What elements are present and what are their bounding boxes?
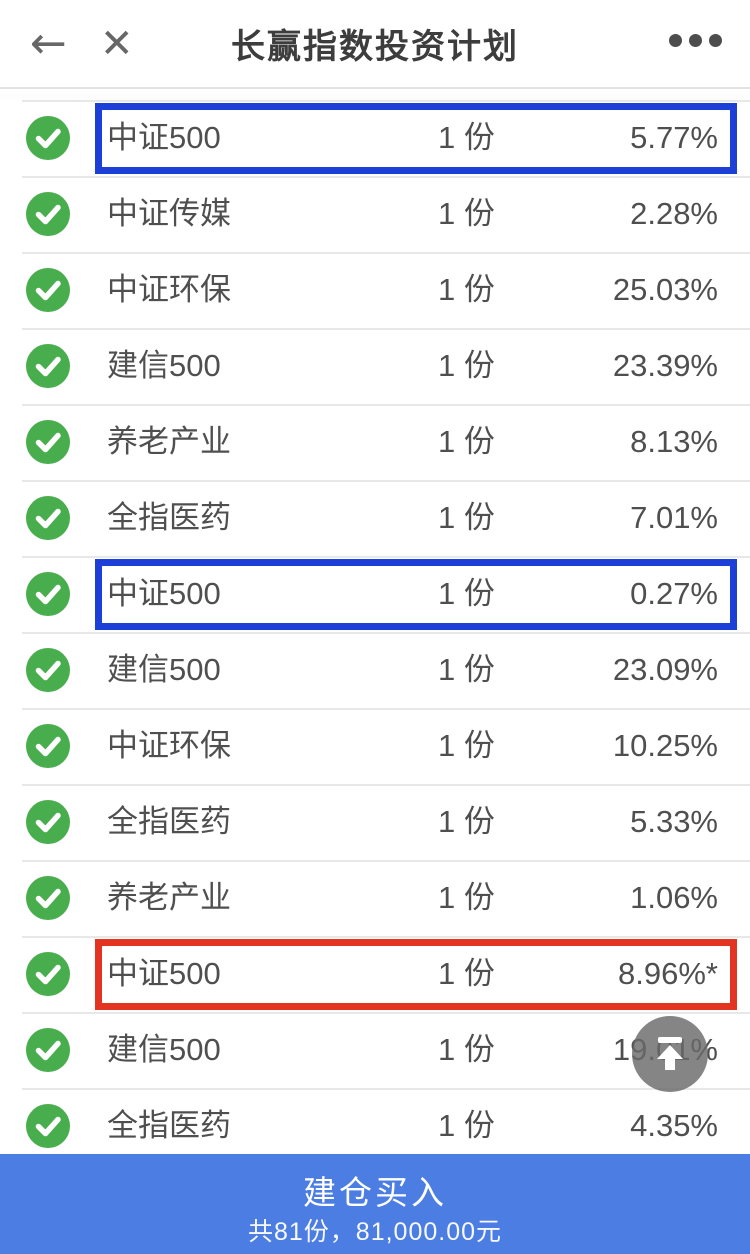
fund-name: 中证环保 [107,272,231,307]
fund-name: 中证500 [107,956,221,991]
check-circle-icon [26,800,70,844]
fund-row[interactable]: 中证环保 1 份 10.25% [0,708,750,784]
fund-percent: 5.33% [630,804,718,839]
fund-percent: 8.96%* [618,956,718,991]
check-circle-icon [26,192,70,236]
fund-row[interactable]: 建信500 1 份 23.39% [0,328,750,404]
dot [689,34,702,47]
check-circle-icon [26,648,70,692]
fund-shares: 1 份 [438,956,495,991]
fund-row[interactable]: 全指医药 1 份 7.01% [0,480,750,556]
fund-name: 建信500 [107,1032,221,1067]
fund-shares: 1 份 [438,1108,495,1143]
more-menu-icon[interactable] [669,34,722,47]
fund-name: 中证500 [107,120,221,155]
fund-name: 养老产业 [107,424,231,459]
check-circle-icon [26,572,70,616]
fund-row[interactable]: 养老产业 1 份 8.13% [0,404,750,480]
fund-row[interactable]: 中证环保 1 份 25.03% [0,252,750,328]
fund-shares: 1 份 [438,120,495,155]
fund-shares: 1 份 [438,500,495,535]
fund-shares: 1 份 [438,880,495,915]
fund-row[interactable]: 中证500 1 份 5.77% [0,100,750,176]
fund-shares: 1 份 [438,348,495,383]
check-circle-icon [26,496,70,540]
fund-name: 养老产业 [107,880,231,915]
check-circle-icon [26,876,70,920]
check-circle-icon [26,420,70,464]
check-circle-icon [26,344,70,388]
fund-shares: 1 份 [438,196,495,231]
fund-percent: 25.03% [612,272,718,307]
check-circle-icon [26,952,70,996]
fund-row[interactable]: 全指医药 1 份 4.35% [0,1088,750,1164]
fund-shares: 1 份 [438,728,495,763]
fund-percent: 10.25% [612,728,718,763]
fund-shares: 1 份 [438,272,495,307]
fund-name: 全指医药 [107,500,231,535]
fund-percent: 1.06% [630,880,718,915]
fund-name: 全指医药 [107,804,231,839]
dot [669,34,682,47]
fund-shares: 1 份 [438,804,495,839]
fund-percent: 23.09% [612,652,718,687]
close-icon[interactable]: ✕ [100,16,134,72]
back-icon[interactable]: ← [30,14,67,74]
fund-row[interactable]: 中证传媒 1 份 2.28% [0,176,750,252]
fund-percent: 8.13% [630,424,718,459]
fund-percent: 7.01% [630,500,718,535]
fund-name: 建信500 [107,348,221,383]
fund-name: 全指医药 [107,1108,231,1143]
fund-name: 中证环保 [107,728,231,763]
buy-summary: 共81份，81,000.00元 [247,1218,503,1246]
check-circle-icon [26,724,70,768]
fund-name: 建信500 [107,652,221,687]
fund-list: 中证500 1 份 5.77% 中证传媒 1 份 2.28% [0,91,750,1254]
fund-row[interactable]: 全指医药 1 份 5.33% [0,784,750,860]
arrow-up-to-top-icon [649,1032,691,1077]
check-circle-icon [26,1104,70,1148]
buy-button[interactable]: 建仓买入 共81份，81,000.00元 [0,1154,750,1254]
fund-row[interactable]: 建信500 1 份 23.09% [0,632,750,708]
fund-row[interactable]: 养老产业 1 份 1.06% [0,860,750,936]
check-circle-icon [26,1028,70,1072]
fund-percent: 5.77% [630,120,718,155]
fund-shares: 1 份 [438,1032,495,1067]
fund-shares: 1 份 [438,576,495,611]
fund-percent: 2.28% [630,196,718,231]
back-to-top-button[interactable] [632,1016,708,1092]
check-circle-icon [26,116,70,160]
buy-button-label: 建仓买入 [303,1174,447,1211]
fund-percent: 0.27% [630,576,718,611]
header: ← ✕ 长赢指数投资计划 [0,0,750,89]
fund-shares: 1 份 [438,424,495,459]
dot [709,34,722,47]
check-circle-icon [26,268,70,312]
fund-percent: 23.39% [612,348,718,383]
fund-name: 中证传媒 [107,196,231,231]
fund-row[interactable]: 中证500 1 份 0.27% [0,556,750,632]
fund-row[interactable]: 中证500 1 份 8.96%* [0,936,750,1012]
fund-shares: 1 份 [438,652,495,687]
fund-percent: 4.35% [630,1108,718,1143]
fund-name: 中证500 [107,576,221,611]
page-title: 长赢指数投资计划 [231,28,519,66]
